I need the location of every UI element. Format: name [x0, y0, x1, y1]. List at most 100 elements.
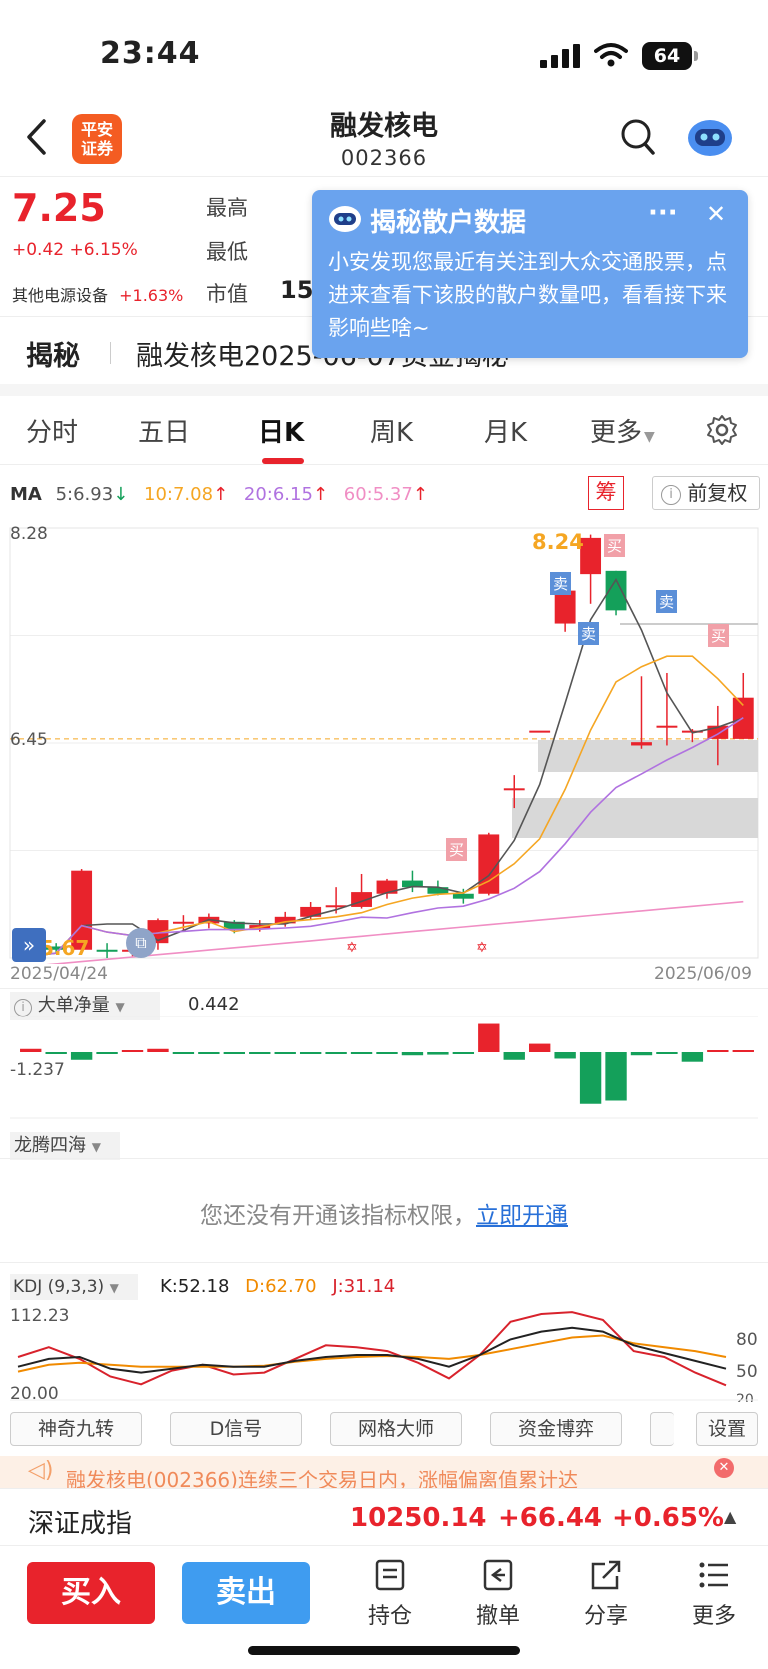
- tab-daily-k[interactable]: 日K: [258, 418, 305, 448]
- big-order-bar: [503, 1052, 525, 1060]
- big-order-bar: [45, 1052, 67, 1054]
- big-order-bar: [732, 1050, 754, 1052]
- tab-more[interactable]: 更多 ▼: [590, 418, 655, 448]
- candle-body: [223, 921, 245, 930]
- big-order-chart[interactable]: [0, 1016, 768, 1120]
- tool-button-jiuzhuan[interactable]: 神奇九转: [10, 1412, 142, 1446]
- chip-button[interactable]: 筹: [588, 476, 624, 510]
- big-order-bar: [147, 1048, 169, 1052]
- speaker-icon: ◁): [28, 1458, 54, 1483]
- y-axis-top: 8.28: [10, 524, 48, 544]
- dropdown-icon: ▼: [115, 1000, 125, 1014]
- nav-share[interactable]: 分享: [566, 1558, 646, 1630]
- ma60-line: [46, 900, 744, 964]
- chip-zone: [512, 798, 758, 838]
- big-order-bar: [249, 1052, 271, 1054]
- expand-left-icon[interactable]: »: [12, 928, 46, 962]
- big-order-bar: [223, 1052, 245, 1054]
- big-order-bar: [376, 1052, 398, 1054]
- open-permission-link[interactable]: 立即开通: [476, 1203, 568, 1229]
- nav-more[interactable]: 更多: [674, 1558, 754, 1630]
- close-icon[interactable]: ✕: [714, 1458, 734, 1478]
- y-axis-mid: 6.45: [10, 730, 48, 750]
- kdj-j-line: [17, 1311, 727, 1387]
- stock-code: 002366: [340, 146, 428, 170]
- popup-title: 揭秘散户数据: [370, 208, 527, 238]
- kdj-tick-80: 80: [736, 1330, 758, 1350]
- big-order-selector[interactable]: i 大单净量 ▼: [10, 992, 160, 1020]
- current-price: 7.25: [12, 186, 106, 230]
- kdj-k-line: [17, 1326, 727, 1374]
- big-order-bar: [96, 1052, 118, 1054]
- candle-body: [452, 893, 474, 899]
- dropdown-icon: ▼: [109, 1281, 119, 1295]
- nav-cancel-order[interactable]: 撤单: [458, 1558, 538, 1630]
- tool-button-d-signal[interactable]: D信号: [170, 1412, 302, 1446]
- ma10-value: 10:7.08↑: [144, 484, 229, 505]
- big-order-bar: [579, 1052, 602, 1104]
- label-cap: 市值: [206, 282, 248, 306]
- pingan-logo: 平安 证券: [72, 114, 122, 164]
- big-order-min: -1.237: [10, 1060, 65, 1080]
- tab-monthly-k[interactable]: 月K: [484, 418, 528, 448]
- big-order-bar: [121, 1050, 144, 1052]
- tab-intraday[interactable]: 分时: [26, 418, 79, 448]
- candle-body: [300, 906, 322, 917]
- buy-mark: 买: [604, 534, 626, 557]
- candle-body: [376, 880, 398, 894]
- ma20-value: 20:6.15↑: [243, 484, 329, 505]
- tool-button-partial[interactable]: [650, 1412, 674, 1446]
- sector-info[interactable]: 其他电源设备 +1.63%: [12, 286, 184, 305]
- tool-button-grid-master[interactable]: 网格大师: [330, 1412, 462, 1446]
- robot-icon: [329, 206, 361, 232]
- expand-up-icon[interactable]: ▲: [724, 1507, 737, 1526]
- menu-icon: [699, 1562, 728, 1588]
- label-high: 最高: [206, 196, 248, 220]
- search-icon[interactable]: [620, 118, 656, 156]
- reveal-label[interactable]: 揭秘: [26, 341, 80, 372]
- holdings-icon: [375, 1559, 405, 1591]
- notice-marquee[interactable]: ◁) 融发核电(002366)连续三个交易日内，涨幅偏离值累计达 ✕: [0, 1456, 768, 1488]
- candle-body: [503, 788, 525, 791]
- popup-close-button[interactable]: ✕: [706, 200, 727, 228]
- minimize-icon[interactable]: ⧉: [126, 928, 156, 958]
- high-price-label: 8.24: [532, 530, 584, 554]
- settings-gear-icon[interactable]: [706, 414, 738, 446]
- wifi-icon: [594, 43, 628, 67]
- popup-body: 小安发现您最近有关注到大众交通股票，点进来查看下该股的散户数量吧，看看接下来影响…: [328, 250, 727, 340]
- kdj-chart[interactable]: [0, 1300, 768, 1404]
- home-indicator: [248, 1646, 520, 1655]
- robot-assistant-icon[interactable]: [686, 116, 734, 158]
- candle-body: [96, 949, 118, 952]
- big-order-bar: [299, 1052, 322, 1054]
- popup-more-button[interactable]: ···: [648, 198, 678, 228]
- tool-settings-button[interactable]: 设置: [696, 1412, 758, 1446]
- longteng-selector[interactable]: 龙腾四海 ▼: [10, 1132, 120, 1160]
- big-order-bar: [478, 1023, 500, 1052]
- tab-weekly-k[interactable]: 周K: [370, 418, 414, 448]
- candle-body: [45, 946, 67, 950]
- big-order-bar: [401, 1052, 424, 1056]
- nav-holdings[interactable]: 持仓: [350, 1558, 430, 1630]
- sell-button[interactable]: 卖出: [182, 1562, 310, 1624]
- buy-mark: 买: [446, 838, 468, 861]
- kline-chart[interactable]: ✡ ✡: [0, 518, 768, 964]
- back-icon[interactable]: [24, 118, 48, 156]
- index-change: +66.44: [498, 1503, 603, 1533]
- buy-button[interactable]: 买入: [27, 1562, 155, 1624]
- candle-body: [274, 916, 296, 924]
- candle-body: [656, 725, 678, 728]
- tool-button-fund-game[interactable]: 资金博弈: [490, 1412, 622, 1446]
- signal-icon: [540, 44, 580, 68]
- dropdown-icon: ▼: [91, 1140, 101, 1154]
- adjust-button[interactable]: i 前复权: [652, 476, 760, 510]
- index-bar[interactable]: 深证成指 10250.14 +66.44 +0.65% ▲: [0, 1488, 768, 1546]
- tab-five-day[interactable]: 五日: [138, 418, 191, 448]
- ma60-value: 60:5.37↑: [343, 484, 428, 505]
- y-axis-low: 5.67: [40, 936, 90, 960]
- retail-data-popup[interactable]: 揭秘散户数据 ··· ✕ 小安发现您最近有关注到大众交通股票，点进来查看下该股的…: [312, 190, 748, 358]
- candle-body: [172, 921, 194, 924]
- kdj-selector[interactable]: KDJ (9,3,3) ▼: [10, 1274, 138, 1300]
- big-order-bar: [427, 1052, 449, 1055]
- status-time: 23:44: [100, 36, 201, 71]
